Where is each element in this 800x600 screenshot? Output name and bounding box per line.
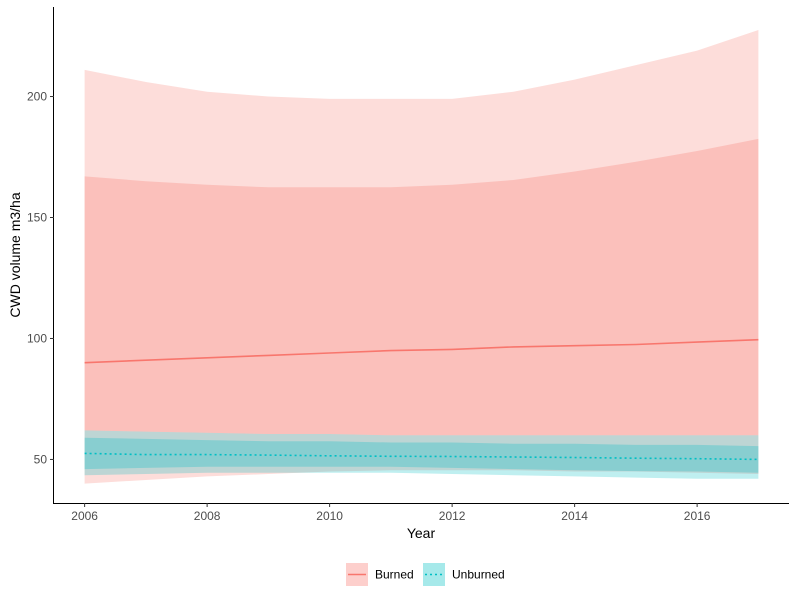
y-tick-label: 200 bbox=[27, 90, 47, 104]
x-axis-title: Year bbox=[407, 525, 436, 541]
y-tick-label: 100 bbox=[27, 331, 47, 345]
unburned-outer-band bbox=[84, 430, 759, 479]
x-tick-label: 2006 bbox=[71, 509, 98, 523]
x-tick-label: 2012 bbox=[439, 509, 466, 523]
x-tick-label: 2014 bbox=[561, 509, 588, 523]
series-lines bbox=[84, 338, 759, 461]
legend-key-unburned bbox=[423, 563, 445, 586]
legend-label-burned: Burned bbox=[375, 568, 414, 582]
x-axis-ticks: 2006 2008 2010 2012 2014 2016 bbox=[71, 503, 711, 523]
y-tick-label: 150 bbox=[27, 210, 47, 224]
y-axis-title: CWD volume m3/ha bbox=[7, 192, 23, 317]
unburned-line bbox=[84, 452, 759, 461]
burned-line bbox=[84, 338, 759, 364]
confidence-bands bbox=[84, 30, 759, 484]
unburned-inner-band bbox=[84, 437, 759, 473]
y-axis-ticks: 50 100 150 200 bbox=[27, 90, 54, 466]
y-tick-label: 50 bbox=[34, 452, 48, 466]
legend-label-unburned: Unburned bbox=[452, 568, 505, 582]
burned-inner-band bbox=[84, 138, 759, 436]
x-tick-label: 2010 bbox=[316, 509, 343, 523]
burned-outer-band bbox=[84, 30, 759, 484]
legend: Burned Unburned bbox=[346, 563, 505, 586]
x-tick-label: 2016 bbox=[684, 509, 711, 523]
x-tick-label: 2008 bbox=[194, 509, 221, 523]
